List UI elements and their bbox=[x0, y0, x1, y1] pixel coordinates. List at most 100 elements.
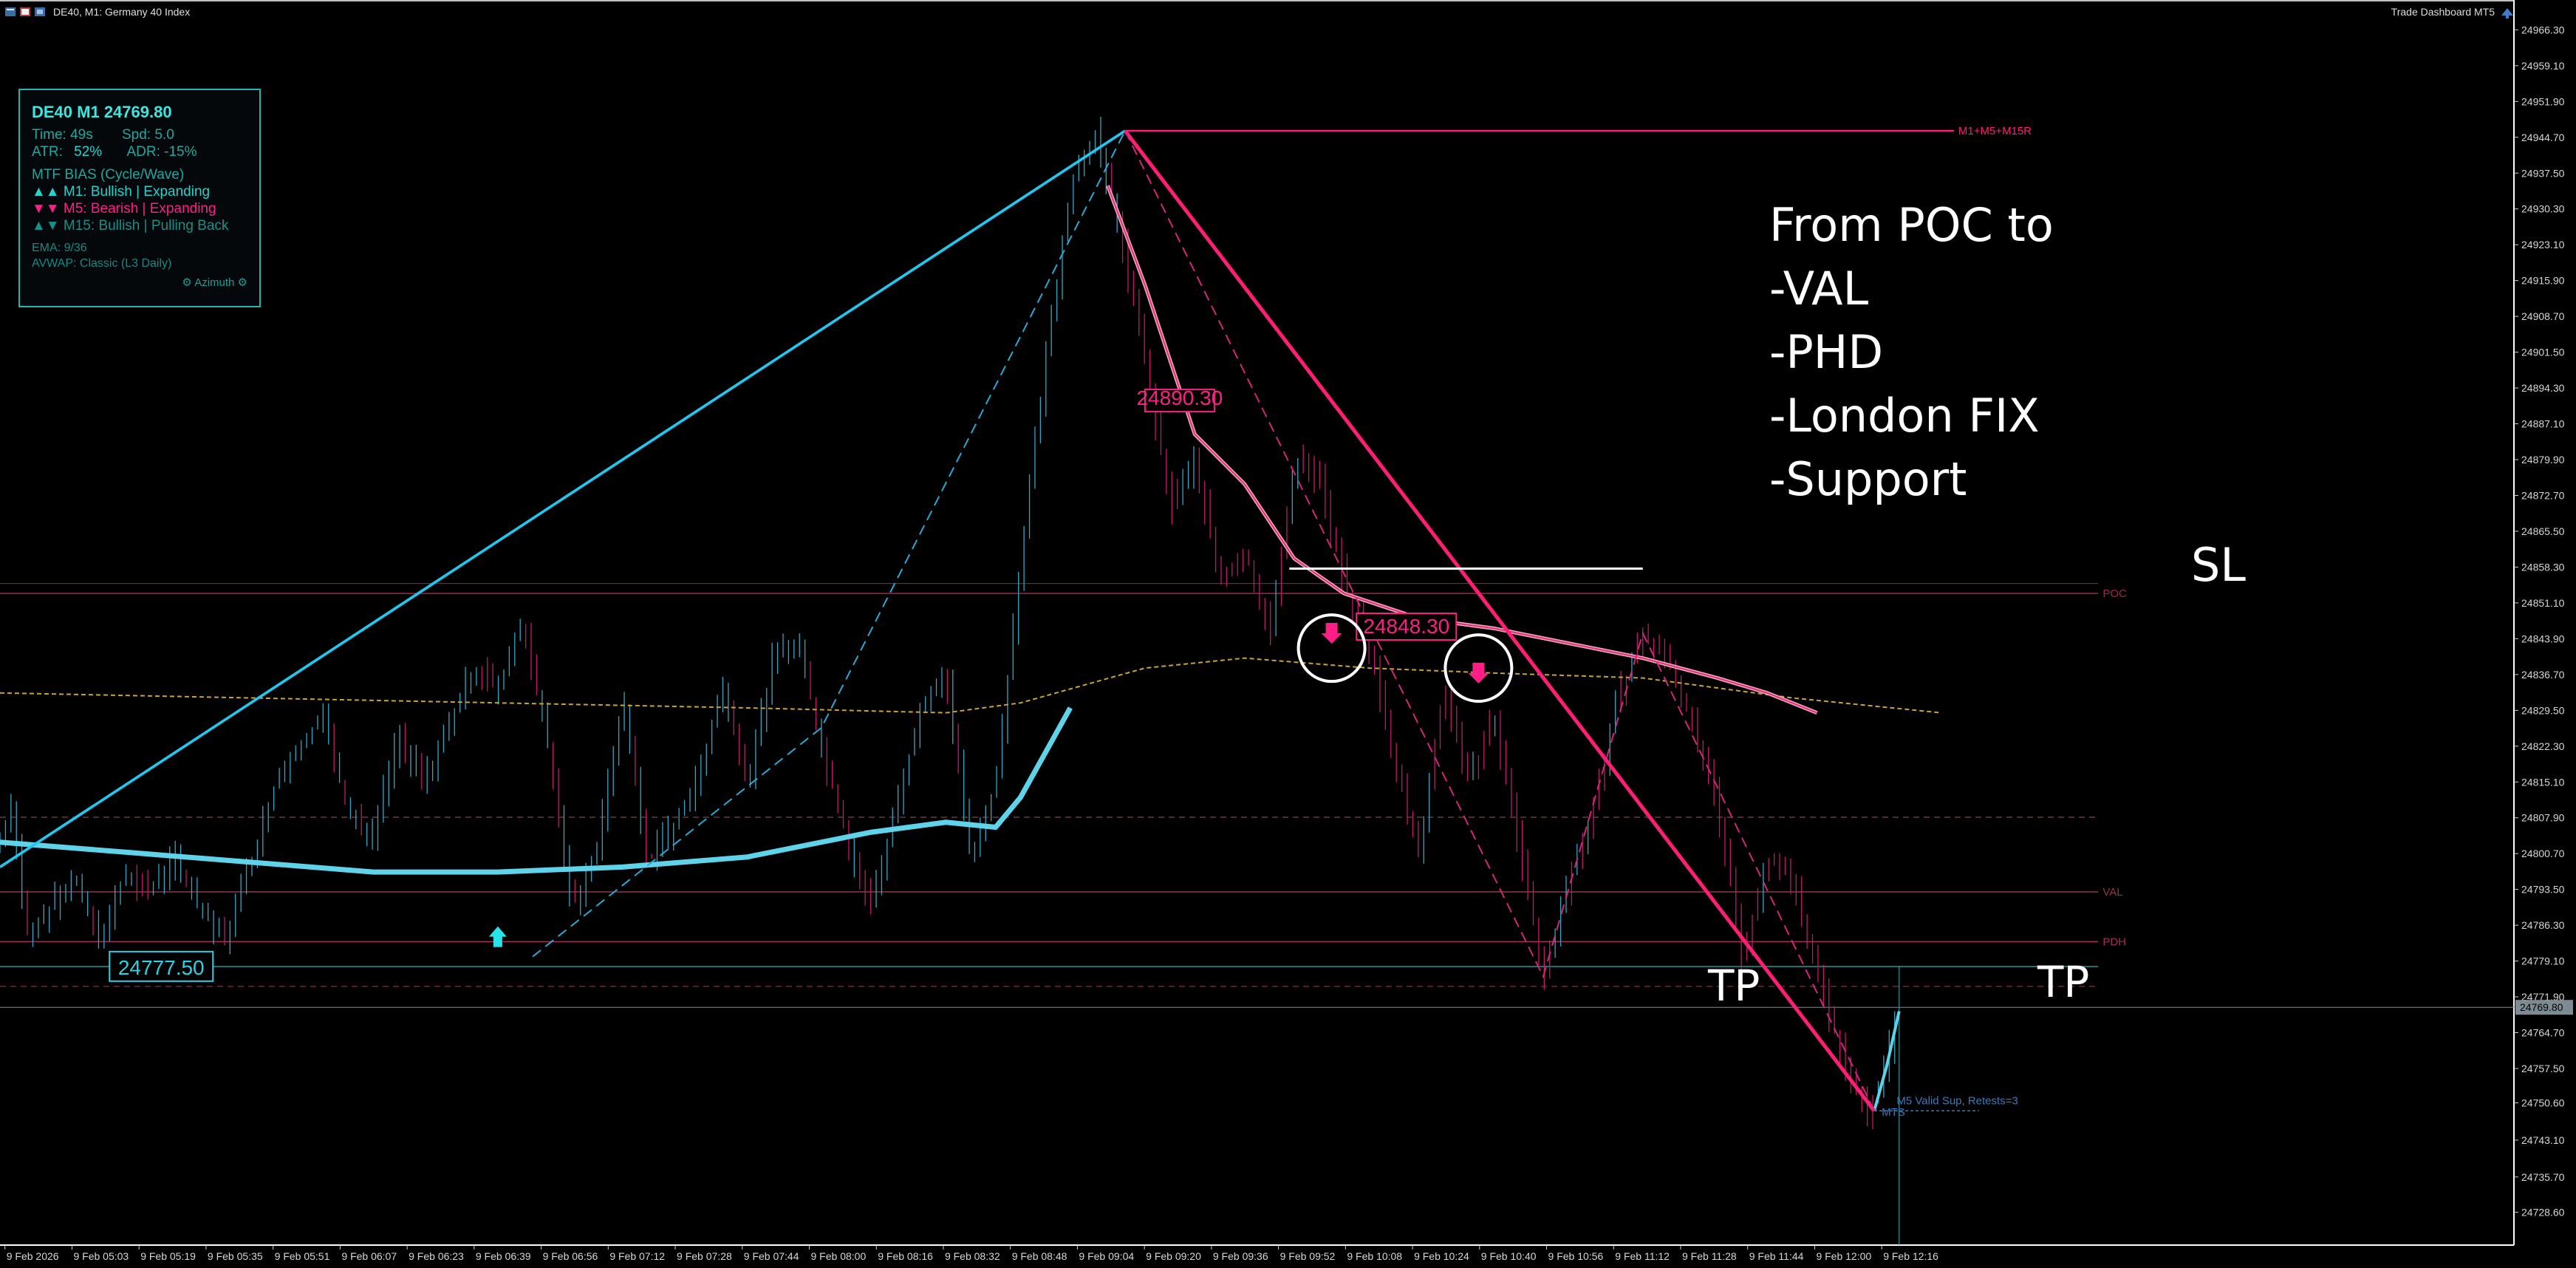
bias-title: MTF BIAS (Cycle/Wave) bbox=[32, 167, 185, 183]
tp-label-1: TP bbox=[1708, 961, 1760, 1011]
atr-value: 52% bbox=[74, 144, 103, 160]
time-tick-label: 9 Feb 06:39 bbox=[476, 1250, 531, 1262]
annotation-block: From POC to -VAL -PHD -London FIX -Suppo… bbox=[1769, 194, 2054, 511]
price-tick-label: 24843.90 bbox=[2521, 633, 2565, 644]
time-tick-label: 9 Feb 05:19 bbox=[140, 1250, 196, 1262]
chart-flag-icon[interactable] bbox=[19, 6, 31, 18]
time-tick-label: 9 Feb 12:00 bbox=[1816, 1250, 1871, 1262]
time-tick-label: 9 Feb 09:20 bbox=[1146, 1250, 1201, 1262]
price-tick-label: 24858.30 bbox=[2521, 561, 2565, 573]
dashboard-title[interactable]: Trade Dashboard MT5 bbox=[2391, 6, 2495, 18]
annotation-heading: From POC to bbox=[1769, 198, 2054, 252]
time-tick-label: 9 Feb 08:32 bbox=[945, 1250, 1000, 1262]
price-tick-label: 24908.70 bbox=[2521, 310, 2565, 322]
avwap-line bbox=[0, 657, 1942, 714]
price-box-mid bbox=[1144, 389, 1215, 413]
price-tick-label: 24915.90 bbox=[2521, 275, 2565, 287]
price-tick-label: 24757.50 bbox=[2521, 1063, 2565, 1074]
time-tick-label: 9 Feb 08:16 bbox=[878, 1250, 933, 1262]
time-tick-label: 9 Feb 07:44 bbox=[744, 1250, 799, 1262]
pink-trend-line bbox=[1123, 129, 1876, 1112]
price-tick-label: 24894.30 bbox=[2521, 382, 2565, 394]
dashboard-icon[interactable] bbox=[2499, 4, 2515, 21]
annotation-item-support: -Support bbox=[1769, 452, 1967, 506]
price-tick-label: 24944.70 bbox=[2521, 132, 2565, 143]
price-tick-label: 24872.70 bbox=[2521, 489, 2565, 501]
price-tick-label: 24764.70 bbox=[2521, 1027, 2565, 1039]
level-label: POC bbox=[2102, 587, 2127, 600]
level-label: VAL bbox=[2102, 886, 2122, 899]
price-tick-label: 24786.30 bbox=[2521, 919, 2565, 931]
time-tick-label: 9 Feb 05:51 bbox=[275, 1250, 330, 1262]
price-tick-label: 24930.30 bbox=[2521, 203, 2565, 215]
price-tick-label: 24750.60 bbox=[2521, 1097, 2565, 1108]
time-tick-label: 9 Feb 11:28 bbox=[1682, 1250, 1737, 1262]
price-tick-label: 24901.50 bbox=[2521, 347, 2565, 358]
level-label: PDH bbox=[2102, 935, 2126, 948]
time-tick-label: 9 Feb 08:48 bbox=[1012, 1250, 1067, 1262]
time-tick-label: 9 Feb 06:56 bbox=[543, 1250, 598, 1262]
time-tick-label: 9 Feb 08:00 bbox=[811, 1250, 867, 1262]
ema-slow-line bbox=[0, 706, 1073, 875]
price-tick-label: 24879.90 bbox=[2521, 454, 2565, 466]
time-tick-label: 9 Feb 05:35 bbox=[208, 1250, 263, 1262]
price-tick-label: 24815.10 bbox=[2521, 776, 2565, 788]
time-label: Time: 49s bbox=[32, 127, 93, 143]
price-tick-label: 24735.70 bbox=[2521, 1171, 2565, 1183]
adr-label: ADR: -15% bbox=[126, 144, 197, 160]
time-tick-label: 9 Feb 11:12 bbox=[1615, 1250, 1670, 1262]
time-tick-label: 9 Feb 11:44 bbox=[1749, 1250, 1804, 1262]
price-tick-label: 24800.70 bbox=[2521, 848, 2565, 859]
time-tick-label: 9 Feb 10:24 bbox=[1414, 1250, 1469, 1262]
rebound-line bbox=[1873, 1011, 1901, 1111]
time-tick-label: 9 Feb 07:12 bbox=[609, 1250, 665, 1262]
bias-m5: ▼▼ M5: Bearish | Expanding bbox=[32, 201, 216, 217]
sl-label: SL bbox=[2191, 538, 2246, 592]
bias-m15: ▲▼ M15: Bullish | Pulling Back bbox=[32, 218, 229, 234]
spread-label: Spd: 5.0 bbox=[122, 127, 174, 143]
app-menu-icon[interactable] bbox=[4, 6, 16, 18]
price-tick-label: 24771.90 bbox=[2521, 991, 2565, 1003]
price-tick-label: 24807.90 bbox=[2521, 812, 2565, 824]
ema-fast-line bbox=[1106, 185, 1818, 715]
price-tick-label: 24887.10 bbox=[2521, 418, 2565, 430]
tp-label-2: TP bbox=[2037, 957, 2090, 1007]
price-tick-label: 24937.50 bbox=[2521, 167, 2565, 179]
price-tick-label: 24743.10 bbox=[2521, 1134, 2565, 1146]
trend-lines bbox=[0, 129, 1876, 1112]
info-panel: DE40 M1 24769.80 Time: 49s Spd: 5.0 ATR:… bbox=[18, 89, 261, 307]
price-tick-label: 24779.10 bbox=[2521, 955, 2565, 967]
time-tick-label: 9 Feb 10:08 bbox=[1347, 1250, 1402, 1262]
price-tick-label: 24836.70 bbox=[2521, 669, 2565, 681]
info-header: DE40 M1 24769.80 bbox=[32, 103, 172, 121]
sell-arrow-1 bbox=[1321, 622, 1342, 644]
blue-trend-main bbox=[0, 129, 1126, 868]
window-title-bar: DE40, M1: Germany 40 Index bbox=[0, 0, 2512, 24]
price-tick-label: 24923.10 bbox=[2521, 239, 2565, 250]
time-tick-label: 9 Feb 09:52 bbox=[1280, 1250, 1336, 1262]
time-tick-label: 9 Feb 09:36 bbox=[1213, 1250, 1268, 1262]
entry-circle-2 bbox=[1444, 633, 1514, 703]
price-box-low-text: 24777.50 bbox=[118, 956, 205, 979]
buy-arrow bbox=[488, 926, 507, 947]
price-box-low bbox=[109, 950, 214, 982]
window-toggle-icon[interactable] bbox=[34, 6, 46, 18]
price-tick-label: 24865.50 bbox=[2521, 525, 2565, 537]
price-tick-label: 24822.30 bbox=[2521, 740, 2565, 752]
sell-arrow-2 bbox=[1468, 662, 1489, 684]
moving-averages bbox=[0, 185, 1942, 1111]
atr-label: ATR: bbox=[32, 144, 63, 160]
price-box-mid-text: 24890.30 bbox=[1136, 386, 1223, 409]
annotation-item-phd: -PHD bbox=[1769, 325, 1884, 379]
time-tick-label: 9 Feb 10:56 bbox=[1548, 1250, 1604, 1262]
annotation-item-london-fix: -London FIX bbox=[1769, 389, 2040, 443]
current-price-label: 24769.80 bbox=[2520, 1001, 2563, 1013]
entry-circle-1 bbox=[1296, 613, 1367, 684]
level-lines: M1+M5+M15R POC VAL PDH bbox=[0, 125, 2514, 1245]
time-tick-label: 9 Feb 09:04 bbox=[1079, 1250, 1134, 1262]
price-tick-label: 24793.50 bbox=[2521, 884, 2565, 896]
price-axis: 24728.60 24735.70 24743.10 24750.60 24757.50… bbox=[2514, 24, 2573, 1218]
time-tick-label: 9 Feb 10:40 bbox=[1481, 1250, 1537, 1262]
price-tick-label: 24829.50 bbox=[2521, 704, 2565, 716]
